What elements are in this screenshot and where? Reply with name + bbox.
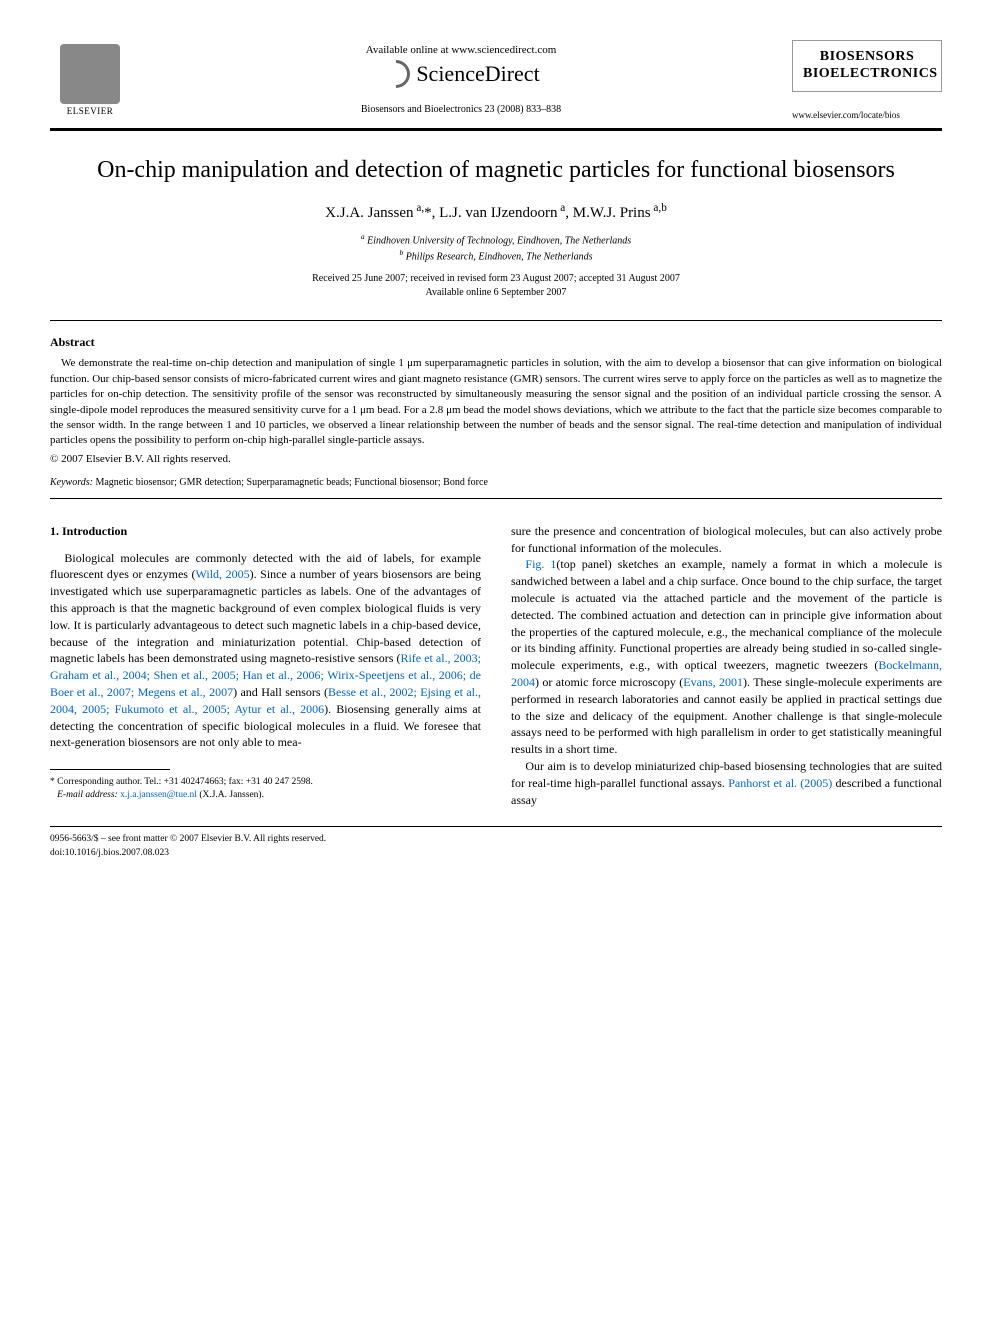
rule-thick [50,129,942,131]
elsevier-logo: ELSEVIER [50,44,130,116]
affiliation-b: b Philips Research, Eindhoven, The Nethe… [50,248,942,264]
affiliations: a Eindhoven University of Technology, Ei… [50,232,942,265]
corresponding-author: * Corresponding author. Tel.: +31 402474… [50,776,481,789]
abstract-body: We demonstrate the real-time on-chip det… [50,356,942,448]
bottom-info: 0956-5663/$ – see front matter © 2007 El… [50,833,942,860]
available-online-text: Available online at www.sciencedirect.co… [130,44,792,56]
elsevier-label: ELSEVIER [67,106,114,116]
doi-line: doi:10.1016/j.bios.2007.08.023 [50,847,942,860]
authors: X.J.A. Janssen a,*, L.J. van IJzendoorn … [50,202,942,222]
email-line: E-mail address: x.j.a.janssen@tue.nl (X.… [50,789,481,802]
journal-title-line1: BIOSENSORS [803,49,931,66]
ref-evans-2001[interactable]: Evans, 2001 [683,675,743,689]
citation-text: Biosensors and Bioelectronics 23 (2008) … [130,104,792,115]
intro-para-1-cont: sure the presence and concentration of b… [511,523,942,557]
elsevier-tree-icon [60,44,120,104]
keywords-value: Magnetic biosensor; GMR detection; Super… [95,477,487,488]
sciencedirect-swoosh-icon [377,54,417,94]
footnote-separator [50,769,170,770]
rule-mid [50,320,942,321]
ref-panhorst-2005[interactable]: Panhorst et al. (2005) [728,776,832,790]
intro-para-2: Fig. 1(top panel) sketches an example, n… [511,556,942,758]
intro-para-1: Biological molecules are commonly detect… [50,550,481,752]
dates: Received 25 June 2007; received in revis… [50,272,942,300]
affiliation-a: a Eindhoven University of Technology, Ei… [50,232,942,248]
article-title: On-chip manipulation and detection of ma… [50,155,942,186]
abstract-copyright: © 2007 Elsevier B.V. All rights reserved… [50,453,942,465]
rule-thin [50,498,942,499]
column-left: 1. Introduction Biological molecules are… [50,523,481,809]
ref-fig-1[interactable]: Fig. 1 [525,557,556,571]
sciencedirect-text: ScienceDirect [416,61,539,87]
keywords: Keywords: Magnetic biosensor; GMR detect… [50,477,942,488]
dates-line2: Available online 6 September 2007 [50,286,942,300]
bottom-separator [50,826,942,827]
intro-para-3: Our aim is to develop miniaturized chip-… [511,758,942,808]
body-columns: 1. Introduction Biological molecules are… [50,523,942,809]
journal-box: BIOSENSORS BIOELECTRONICS [792,40,942,92]
email-link[interactable]: x.j.a.janssen@tue.nl [120,790,197,800]
header: ELSEVIER Available online at www.science… [50,40,942,120]
section-1-heading: 1. Introduction [50,523,481,540]
ref-wild-2005[interactable]: Wild, 2005 [196,567,250,581]
journal-box-wrapper: BIOSENSORS BIOELECTRONICS www.elsevier.c… [792,40,942,120]
journal-url: www.elsevier.com/locate/bios [792,110,942,120]
issn-line: 0956-5663/$ – see front matter © 2007 El… [50,833,942,846]
keywords-label: Keywords: [50,477,93,488]
column-right: sure the presence and concentration of b… [511,523,942,809]
journal-title-line2: BIOELECTRONICS [803,66,931,83]
sciencedirect-center: Available online at www.sciencedirect.co… [130,44,792,115]
sciencedirect-logo: ScienceDirect [382,60,539,88]
footnote: * Corresponding author. Tel.: +31 402474… [50,776,481,803]
abstract-heading: Abstract [50,335,942,350]
dates-line1: Received 25 June 2007; received in revis… [50,272,942,286]
